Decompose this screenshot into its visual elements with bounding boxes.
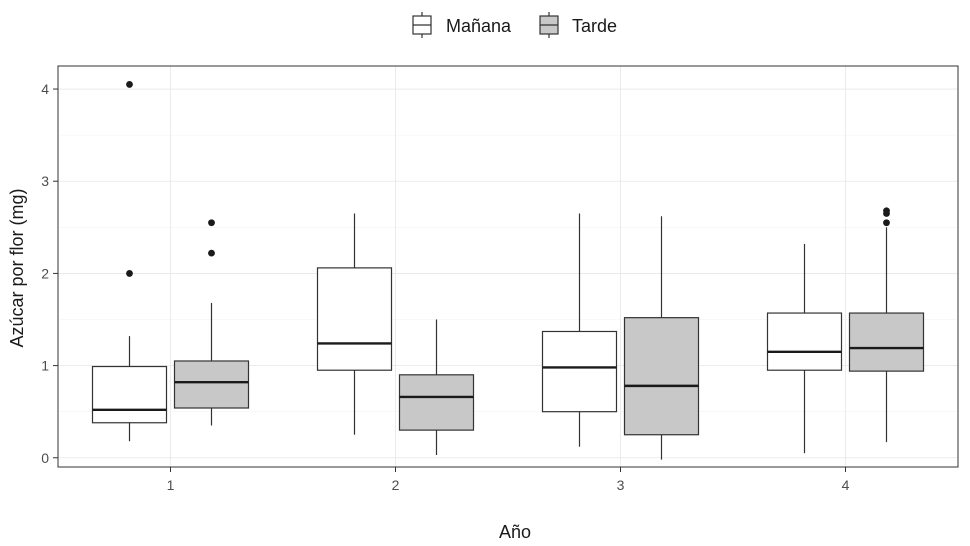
outlier-point: [126, 270, 133, 277]
outlier-point: [208, 249, 215, 257]
box-iqr: [316, 267, 393, 371]
box-iqr: [398, 374, 475, 431]
y-tick-label: 0: [41, 450, 49, 466]
box-Tarde-2: [398, 319, 475, 456]
box-Mañana-1: [91, 81, 168, 442]
box-Mañana-3: [541, 213, 618, 447]
box-Mañana-4: [766, 243, 843, 454]
legend-item-manana: Mañana: [412, 12, 512, 38]
boxes: [91, 81, 925, 460]
box-iqr: [766, 312, 843, 371]
axes: 0 1 2 3 4 1 2 3 4: [41, 81, 849, 493]
box-iqr: [848, 312, 925, 372]
x-tick-label: 2: [392, 477, 400, 493]
x-axis-title: Año: [499, 522, 531, 541]
x-tick-label: 4: [842, 477, 850, 493]
y-axis-title: Azúcar por flor (mg): [7, 188, 27, 347]
outlier-point: [126, 81, 133, 88]
outlier-point: [883, 207, 890, 215]
box-Tarde-4: [848, 207, 925, 443]
box-iqr: [541, 330, 618, 413]
x-tick-label: 1: [167, 477, 175, 493]
x-tick-label: 3: [617, 477, 625, 493]
y-tick-label: 3: [41, 173, 49, 189]
y-tick-label: 2: [41, 265, 49, 281]
box-iqr: [173, 360, 250, 409]
outlier-point: [208, 219, 215, 227]
outlier-point: [883, 219, 890, 227]
legend: Mañana Tarde: [412, 12, 617, 38]
box-Tarde-3: [623, 216, 700, 460]
y-tick-label: 4: [41, 81, 49, 97]
box-Mañana-2: [316, 213, 393, 435]
box-iqr: [91, 365, 168, 424]
legend-item-tarde: Tarde: [539, 12, 617, 38]
y-tick-label: 1: [41, 358, 49, 374]
box-Tarde-1: [173, 219, 250, 426]
box-iqr: [623, 317, 700, 436]
plot-panel-border: [57, 65, 959, 468]
legend-label-tarde: Tarde: [572, 16, 617, 36]
legend-label-manana: Mañana: [446, 16, 512, 36]
